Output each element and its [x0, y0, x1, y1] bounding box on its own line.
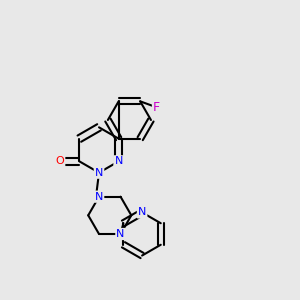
- Text: N: N: [138, 208, 146, 218]
- Text: O: O: [56, 156, 64, 166]
- Text: N: N: [95, 168, 103, 178]
- Text: N: N: [116, 229, 125, 239]
- Text: N: N: [115, 156, 123, 166]
- Text: N: N: [95, 192, 103, 202]
- Text: F: F: [153, 101, 160, 114]
